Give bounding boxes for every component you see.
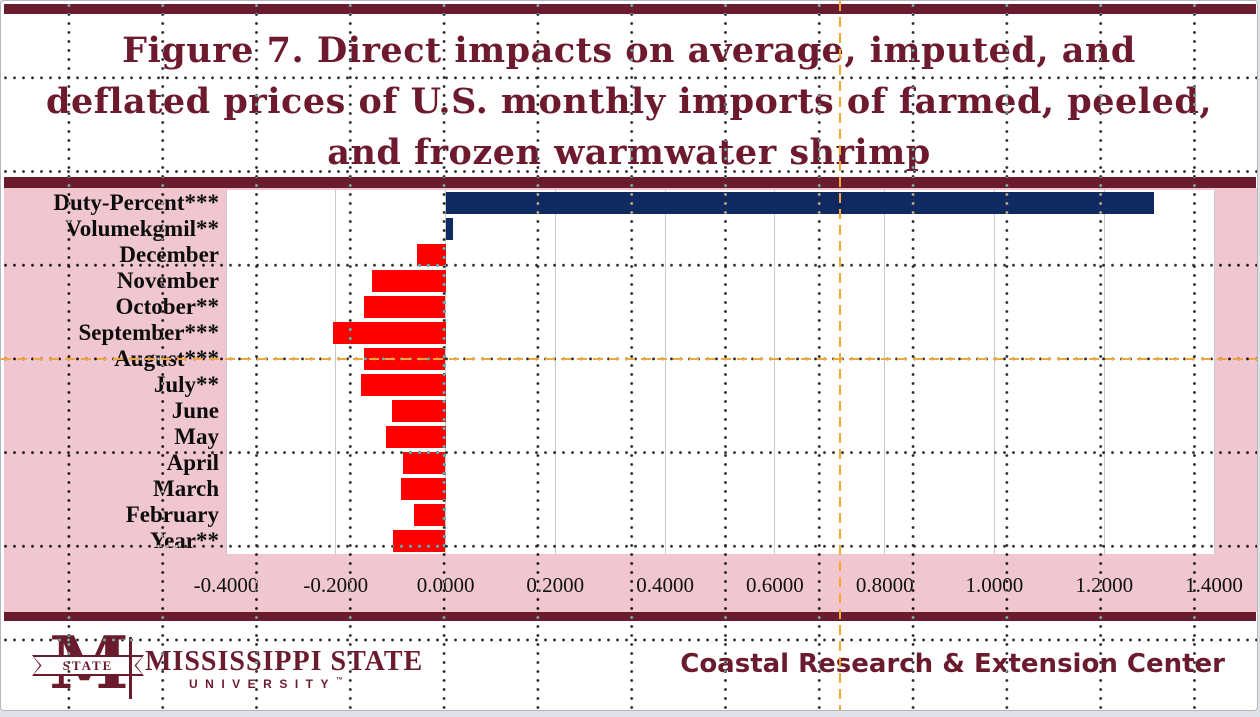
x-tick-label: -0.2000 — [303, 573, 369, 597]
category-label: October** — [115, 294, 219, 319]
category-label: March — [152, 476, 219, 501]
data-bar[interactable] — [413, 504, 446, 526]
x-gridline — [1103, 190, 1105, 554]
category-label: April — [166, 450, 219, 475]
logo-divider — [129, 637, 132, 699]
vertical-guide-line[interactable] — [839, 1, 841, 710]
data-bar[interactable] — [371, 270, 446, 292]
data-bar[interactable] — [393, 530, 446, 552]
title-line-1: Figure 7. Direct impacts on average, imp… — [122, 30, 1136, 71]
category-label: September*** — [78, 320, 219, 345]
wordmark-university: UNIVERSITY™ — [189, 677, 343, 691]
x-gridline — [774, 190, 776, 554]
data-bar[interactable] — [416, 244, 446, 266]
mid-accent-band[interactable] — [4, 177, 1256, 188]
category-label: December — [119, 242, 219, 267]
horizontal-guide-line[interactable] — [1, 358, 1257, 360]
data-bar[interactable] — [364, 296, 446, 318]
plot-area[interactable] — [226, 190, 1214, 554]
x-tick-label: 1.0000 — [965, 573, 1024, 597]
x-tick-label: 0.6000 — [746, 573, 804, 597]
data-bar[interactable] — [386, 426, 446, 448]
footer-center-name[interactable]: Coastal Research & Extension Center — [680, 649, 1225, 679]
category-label: July** — [153, 372, 219, 397]
trademark-symbol: ™ — [336, 677, 344, 684]
x-tick-label: 0.4000 — [636, 573, 694, 597]
category-label: November — [116, 268, 219, 293]
x-gridline — [993, 190, 995, 554]
x-tick-label: 0.0000 — [416, 573, 475, 597]
x-gridline — [335, 190, 337, 554]
top-accent-band[interactable] — [4, 4, 1256, 14]
logo-state-banner: STATE — [32, 655, 144, 676]
data-bar[interactable] — [391, 400, 446, 422]
x-gridline — [1213, 190, 1215, 554]
x-tick-label: -0.4000 — [193, 573, 259, 597]
data-bar[interactable] — [333, 322, 446, 344]
x-gridline — [884, 190, 886, 554]
category-label: May — [174, 424, 219, 449]
x-gridline — [554, 190, 556, 554]
wordmark-university-text: UNIVERSITY — [189, 677, 337, 691]
data-bar[interactable] — [360, 374, 446, 396]
category-label: June — [171, 398, 219, 423]
chart-title[interactable]: Figure 7. Direct impacts on average, imp… — [1, 25, 1257, 178]
category-label: Duty-Percent*** — [53, 190, 219, 215]
title-line-3: and frozen warmwater shrimp — [327, 132, 931, 173]
data-bar[interactable] — [445, 218, 453, 240]
category-label: Year** — [150, 528, 219, 553]
x-tick-label: 0.2000 — [526, 573, 585, 597]
msu-logo[interactable]: M STATE — [32, 627, 144, 701]
x-tick-label: 1.2000 — [1075, 573, 1134, 597]
x-gridline — [225, 190, 227, 554]
category-label: Volumekgmil** — [65, 216, 219, 241]
data-bar[interactable] — [400, 478, 446, 500]
data-bar[interactable] — [445, 192, 1154, 214]
category-label: February — [125, 502, 219, 527]
logo-state-banner-text: STATE — [34, 657, 142, 674]
wordmark-mississippi-state[interactable]: MISSISSIPPI STATE — [145, 646, 424, 677]
bottom-accent-band[interactable] — [4, 612, 1256, 621]
title-line-2: deflated prices of U.S. monthly imports … — [45, 81, 1213, 122]
x-gridline — [664, 190, 666, 554]
x-tick-label: 1.4000 — [1185, 573, 1243, 597]
data-bar[interactable] — [402, 452, 446, 474]
x-tick-label: 0.8000 — [855, 573, 914, 597]
